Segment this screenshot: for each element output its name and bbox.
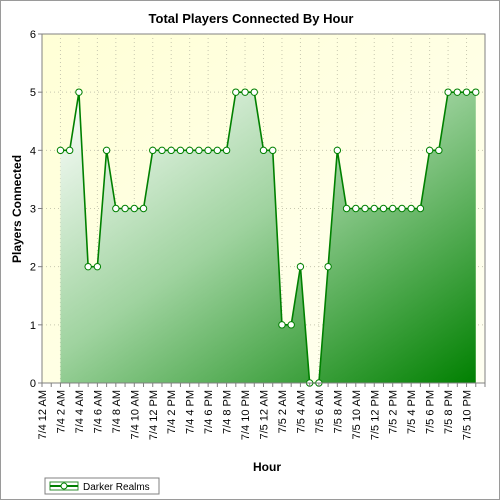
y-tick-label: 2 (30, 262, 36, 274)
y-tick-label: 3 (30, 204, 36, 216)
data-point (425, 146, 434, 155)
x-tick-label: 7/4 10 PM (240, 390, 252, 440)
x-tick-label: 7/4 10 AM (129, 390, 141, 440)
data-point (342, 204, 351, 213)
data-point (84, 262, 92, 271)
data-point (389, 204, 397, 213)
x-tick-label: 7/5 8 PM (443, 390, 455, 434)
data-point (453, 88, 462, 96)
x-tick-label: 7/4 12 AM (37, 390, 49, 440)
data-point (259, 146, 268, 155)
data-point (204, 146, 212, 155)
x-tick-label: 7/5 10 AM (351, 390, 363, 440)
data-point (472, 88, 480, 96)
data-point (324, 262, 332, 271)
x-tick-label: 7/4 8 PM (222, 390, 234, 434)
x-tick-label: 7/4 6 AM (92, 390, 104, 433)
data-point (56, 146, 65, 155)
data-point (462, 88, 471, 96)
y-axis: 0 1 2 3 4 5 6 (30, 29, 43, 390)
y-tick-label: 1 (30, 320, 36, 332)
data-point (416, 204, 425, 213)
data-point (222, 146, 231, 155)
x-axis-label: Hour (253, 460, 281, 474)
data-point (149, 146, 157, 155)
x-tick-label: 7/5 12 PM (369, 390, 381, 440)
x-tick-label: 7/5 12 AM (259, 390, 271, 440)
data-point (296, 262, 305, 271)
x-tick-label: 7/4 8 AM (111, 390, 123, 433)
data-point (278, 321, 286, 329)
series-area (60, 92, 476, 384)
data-point (232, 88, 240, 96)
data-point (195, 146, 203, 155)
series-line (60, 91, 476, 384)
data-point (65, 146, 74, 155)
data-point (167, 146, 175, 155)
y-tick-label: 5 (30, 87, 36, 99)
data-point (185, 146, 194, 155)
data-point (361, 204, 369, 213)
data-point (379, 204, 388, 213)
series-layer (56, 88, 480, 387)
x-tick-label: 7/5 4 PM (406, 390, 418, 434)
x-tick-label: 7/4 2 AM (55, 390, 67, 433)
y-axis-label: Players Connected (10, 155, 24, 263)
x-tick-label: 7/4 4 AM (74, 390, 86, 433)
data-point (93, 262, 102, 271)
data-point (435, 146, 443, 155)
data-point (112, 204, 120, 213)
data-point (269, 146, 277, 155)
data-point (158, 146, 166, 155)
y-tick-label: 6 (30, 29, 36, 41)
legend-label: Darker Realms (83, 482, 150, 493)
x-tick-label: 7/5 10 PM (462, 390, 474, 440)
x-axis: 7/4 12 AM 7/4 2 AM 7/4 4 AM 7/4 6 AM 7/4 8 A… (37, 382, 486, 440)
chart-title: Total Players Connected By Hour (149, 11, 354, 26)
x-tick-label: 7/4 12 PM (148, 390, 160, 440)
data-point (176, 146, 185, 155)
x-tick-label: 7/5 2 AM (277, 390, 289, 433)
data-point (370, 204, 378, 213)
x-tick-label: 7/4 2 PM (166, 390, 178, 434)
y-tick-label: 4 (30, 145, 36, 157)
data-point (139, 204, 148, 213)
data-point (213, 146, 222, 155)
legend-marker (60, 482, 68, 490)
x-tick-label: 7/4 6 PM (203, 390, 215, 434)
y-tick-label: 0 (30, 378, 36, 390)
legend: Darker Realms (44, 477, 160, 495)
data-point (287, 321, 295, 329)
data-point (121, 204, 129, 213)
data-point (250, 88, 258, 96)
x-tick-label: 7/5 6 AM (314, 390, 326, 433)
data-point (398, 204, 406, 213)
data-point (352, 204, 360, 213)
x-tick-label: 7/5 8 AM (332, 390, 344, 433)
data-point (102, 146, 111, 155)
data-point (407, 204, 415, 213)
data-point (75, 88, 83, 96)
x-tick-label: 7/4 4 PM (185, 390, 197, 434)
data-point (444, 88, 452, 96)
x-tick-label: 7/5 4 AM (295, 390, 307, 433)
data-point (241, 88, 249, 96)
x-tick-label: 7/5 6 PM (425, 390, 437, 434)
x-tick-label: 7/5 2 PM (388, 390, 400, 434)
data-point (333, 146, 342, 155)
data-point (130, 204, 138, 213)
